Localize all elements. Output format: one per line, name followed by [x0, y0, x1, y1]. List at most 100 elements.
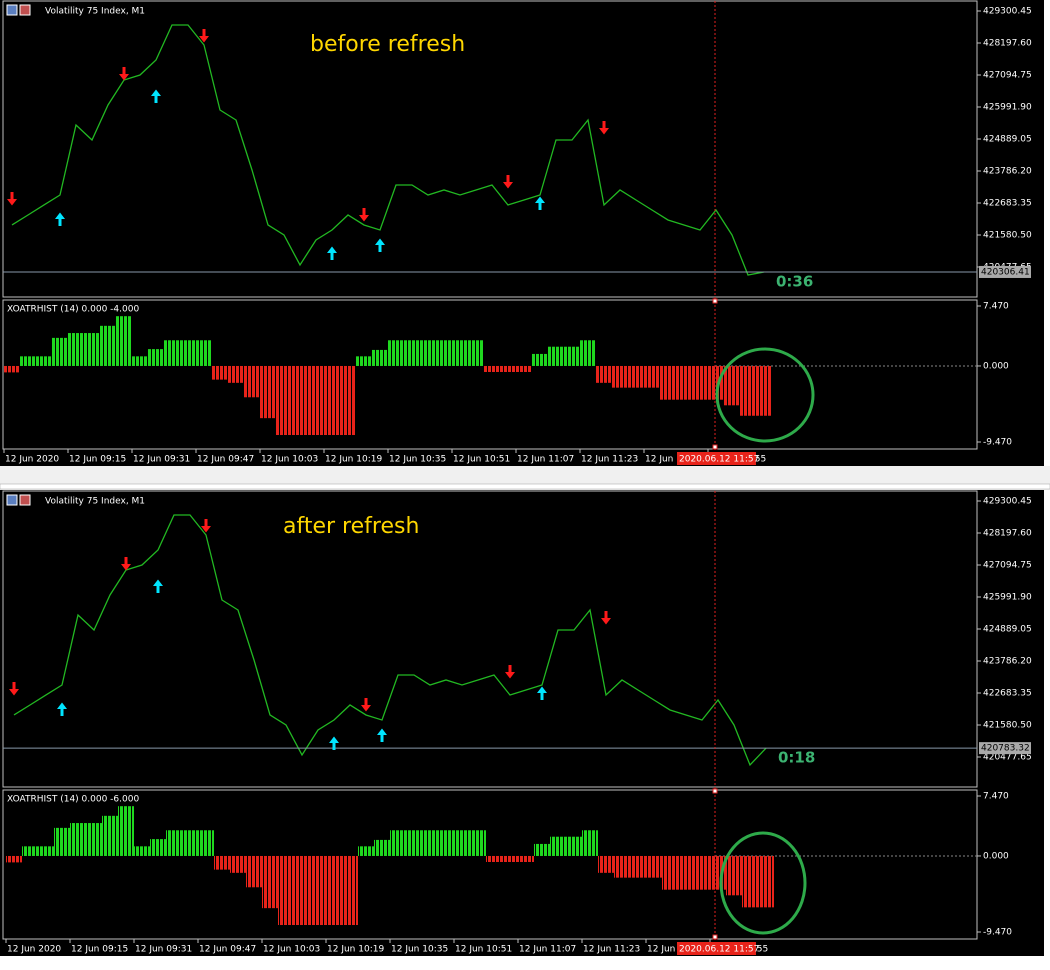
y-tick-label: 420477.65: [983, 752, 1032, 762]
histogram-bar: [228, 365, 244, 383]
crosshair-label-box: [677, 452, 756, 465]
window-icon: [6, 494, 18, 506]
x-tick-label: 12 Jun 09:15: [71, 945, 128, 955]
up-arrow: [327, 246, 337, 260]
histogram-bar: [180, 340, 196, 366]
histogram-bar: [518, 855, 534, 862]
histogram-bar: [358, 846, 374, 856]
x-tick-label: 12 Jun 11:07: [517, 455, 574, 465]
indicator-panel: [2, 789, 978, 940]
histogram-bar: [4, 365, 20, 373]
annotation: before refresh: [310, 32, 465, 57]
histogram-bar: [326, 855, 342, 926]
histogram-bar: [406, 830, 422, 856]
histogram-bar: [214, 855, 230, 870]
histogram-bar: [246, 855, 262, 888]
down-arrow: [7, 191, 17, 206]
histogram-bar: [324, 365, 340, 436]
up-arrow: [535, 196, 545, 210]
x-tick-label: 12 Jun 10:51: [453, 455, 510, 465]
up-arrow: [55, 212, 65, 226]
histogram-bar: [694, 855, 710, 890]
y-tick-label: 0.000: [983, 361, 1009, 371]
histogram-bar: [726, 855, 742, 896]
histogram-bar: [630, 855, 646, 878]
down-arrow: [119, 66, 129, 81]
histogram-bar: [660, 365, 676, 400]
histogram-bar: [468, 340, 484, 366]
crosshair-marker: [712, 788, 718, 794]
down-arrow: [199, 29, 209, 43]
histogram-bar: [294, 855, 310, 926]
histogram-bar: [598, 855, 614, 873]
histogram-bar: [70, 823, 86, 856]
histogram-bar: [230, 855, 246, 873]
histogram-bar: [198, 830, 214, 856]
histogram-bar: [38, 846, 54, 856]
bid-label-box: [979, 742, 1031, 755]
histogram-bar: [534, 843, 550, 856]
y-tick-label: 427094.75: [983, 560, 1032, 570]
histogram-bar: [262, 855, 278, 909]
price-panel: [2, 0, 978, 298]
countdown: 0:18: [778, 749, 815, 767]
down-arrow: [505, 664, 515, 679]
histogram-bar: [372, 349, 388, 366]
histogram-bar: [484, 365, 500, 372]
histogram-bar: [628, 365, 644, 388]
histogram-bar: [116, 316, 132, 366]
price-line: [11, 24, 765, 276]
price-line: [13, 514, 767, 767]
histogram-bar: [612, 365, 628, 388]
up-arrow: [375, 238, 385, 252]
histogram-bar: [550, 836, 566, 856]
x-tick-label: 12 Jun 10:35: [389, 455, 446, 465]
histogram-bar: [20, 356, 36, 366]
histogram-bar: [244, 365, 260, 398]
countdown: 0:36: [776, 272, 813, 290]
down-arrow: [503, 174, 513, 189]
histogram-bar: [52, 337, 68, 366]
histogram-bar: [260, 365, 276, 419]
histogram-bar: [102, 815, 118, 856]
histogram-bar: [374, 839, 390, 856]
histogram-bar: [420, 340, 436, 366]
y-tick-label: 422683.35: [983, 688, 1032, 698]
histogram-bar: [580, 340, 596, 366]
crosshair-marker: [712, 444, 718, 450]
indicator-title: XOATRHIST (14) 0.000 -6.000: [7, 795, 139, 805]
histogram-bar: [6, 855, 22, 863]
histogram-bar: [644, 365, 660, 388]
histogram-bar: [342, 855, 358, 926]
histogram-bar: [646, 855, 662, 878]
histogram-bar: [724, 365, 740, 406]
histogram-bar: [502, 855, 518, 862]
histogram-bar: [582, 830, 598, 856]
chart-title: Volatility 75 Index, M1: [45, 497, 145, 507]
histogram-bar: [564, 346, 580, 366]
window-icon: [19, 4, 31, 16]
x-tick-label: 12 Jun 10:51: [455, 945, 512, 955]
chart-title: Volatility 75 Index, M1: [45, 7, 145, 17]
histogram-bar: [452, 340, 468, 366]
y-tick-label: 424889.05: [983, 134, 1032, 144]
x-tick-label: 12 Jun 2020: [7, 945, 61, 955]
histogram-bar: [68, 333, 84, 366]
up-arrow: [57, 702, 67, 716]
x-tick-label: 12 Jun 11:07: [519, 945, 576, 955]
histogram-bar: [756, 365, 772, 416]
y-tick-label: 423786.20: [983, 166, 1032, 176]
down-arrow: [9, 681, 19, 696]
histogram-bar: [166, 830, 182, 856]
histogram-bar: [86, 823, 102, 856]
histogram-bar: [164, 340, 180, 366]
histogram-bar: [148, 349, 164, 366]
histogram-bar: [278, 855, 294, 926]
histogram-bar: [438, 830, 454, 856]
x-tick-label: 12 Jun 10:03: [263, 945, 320, 955]
y-tick-label: 425991.90: [983, 102, 1032, 112]
up-arrow: [329, 736, 339, 750]
up-arrow: [537, 686, 547, 700]
y-tick-label: 423786.20: [983, 656, 1032, 666]
bid-label: 420306.41: [981, 267, 1030, 277]
